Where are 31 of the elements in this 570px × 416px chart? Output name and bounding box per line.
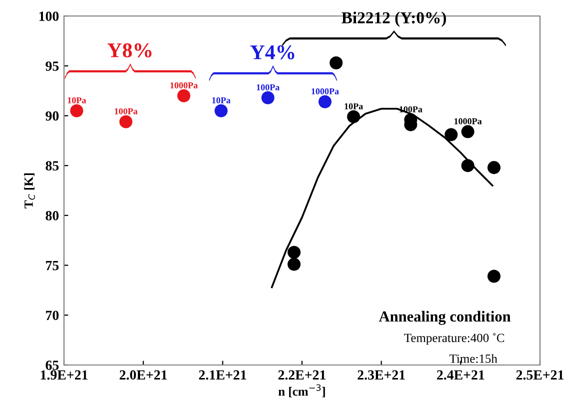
annotation: 1000Pa [454,118,482,124]
x-tick-label: 2.0E+21 [120,370,167,380]
annotation: 1000Pa [170,82,198,88]
x-tick-label: 2.3E+21 [358,370,405,380]
annotation: 100Pa [114,108,138,114]
annotation: 10Pa [344,103,363,110]
x-tick-label: 2.5E+21 [516,370,564,380]
text: Y8% [107,43,152,58]
series-label: Bi2212 (Y:0%) [342,12,446,27]
x-tick-label: 2.4E+21 [437,370,484,380]
x-tick-label: 2.2E+21 [278,370,326,380]
x-tick-label: 1.9E+21 [40,370,88,380]
y-tick-label: 70 [46,310,59,320]
series-label: Y4% [250,45,294,60]
y-tick-label: 85 [46,161,59,171]
y-tick-label: 90 [46,111,59,121]
y-axis-title: T$_{C}$ [K] [24,173,35,208]
y-tick-label: 75 [46,261,59,270]
y-tick-label: 95 [46,61,59,71]
x-tick-label: 2.1E+21 [199,370,246,380]
annotation: 1000Pa [312,88,339,94]
y-tick-label: 80 [46,211,59,220]
annotation: Temperature:400 ˚C [404,332,504,345]
annotation: Annealing condition [378,310,511,325]
annotation: 100Pa [256,84,280,90]
x-axis-title: n [cm$^{−3}$] [278,384,325,398]
y-tick-label: 100 [39,12,59,21]
y-tick-label: 65 [46,360,59,370]
annotation: Time:15h [450,354,498,363]
annotation: 10Pa [68,97,86,104]
annotation: 10Pa [212,97,230,104]
